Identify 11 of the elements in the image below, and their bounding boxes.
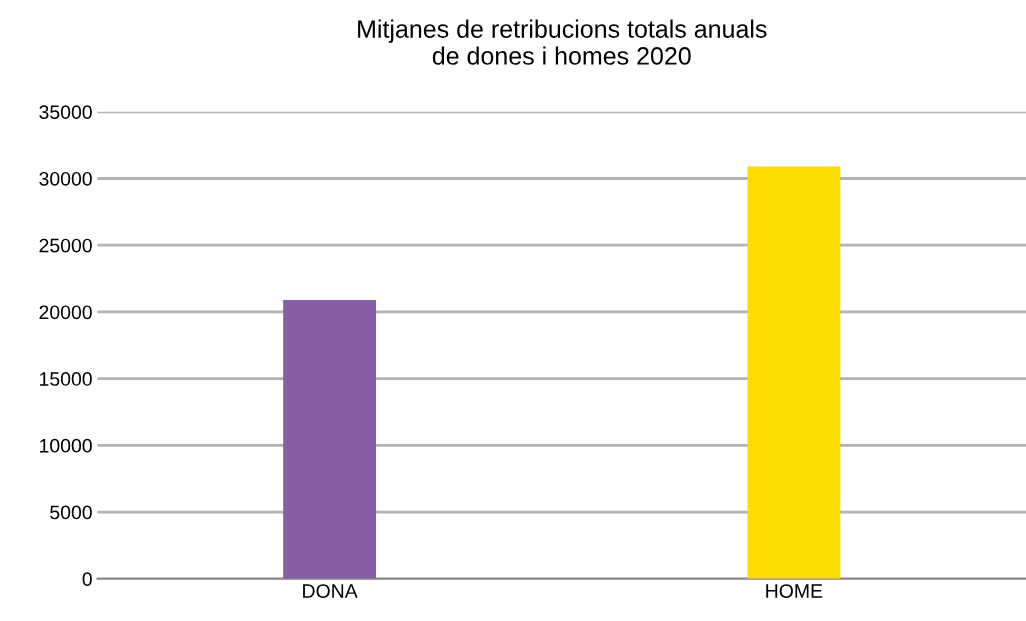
y-tick-label: 15000 — [40, 372, 92, 386]
y-tick-label: 30000 — [39, 171, 92, 186]
chart-title: Mitjanes de retribucions totals anuals de dones i homes 2020 — [358, 19, 767, 65]
x-tick-label: DONA — [303, 584, 358, 598]
y-tick-label: 0 — [82, 572, 92, 587]
y-tick-label: 10000 — [40, 438, 92, 453]
y-tick-label: 20000 — [39, 305, 92, 320]
y-tick-label: 5000 — [50, 505, 92, 520]
y-tick-label: 25000 — [39, 238, 92, 253]
y-tick-label: 35000 — [39, 105, 92, 120]
x-tick-label: HOME — [766, 584, 823, 598]
